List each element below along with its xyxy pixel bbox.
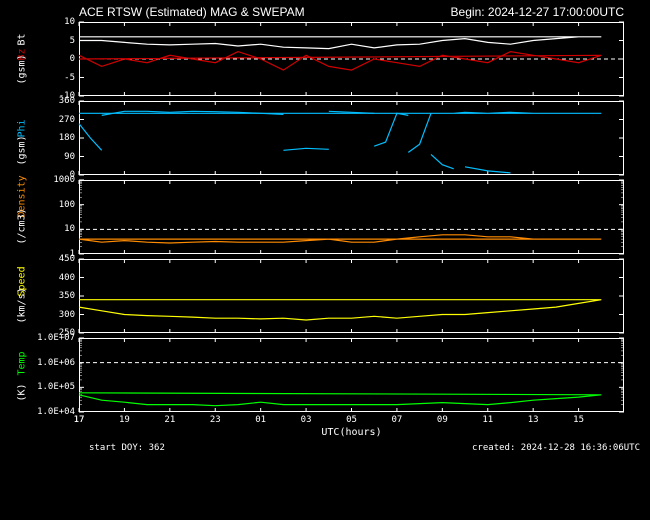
xtick: 13 <box>523 415 543 425</box>
ylabel-unit: (K) <box>17 383 28 403</box>
ylabel-unit: (gsm) <box>17 146 28 166</box>
xtick: 21 <box>160 415 180 425</box>
xtick: 19 <box>114 415 134 425</box>
xtick: 01 <box>251 415 271 425</box>
ytick: 90 <box>29 152 75 162</box>
ytick: 100 <box>29 200 75 210</box>
ytick: 360 <box>29 96 75 106</box>
xtick: 09 <box>432 415 452 425</box>
ytick: -5 <box>29 73 75 83</box>
ytick: 10 <box>29 224 75 234</box>
footer-right: created: 2024-12-28 16:36:06UTC <box>472 443 640 453</box>
xtick: 11 <box>478 415 498 425</box>
xlabel: UTC(hours) <box>79 427 624 438</box>
ytick: 1.0E+07 <box>29 333 75 343</box>
xtick: 15 <box>569 415 589 425</box>
ytick: 1.0E+05 <box>29 382 75 392</box>
footer-left: start DOY: 362 <box>89 443 165 453</box>
title-left: ACE RTSW (Estimated) MAG & SWEPAM <box>79 5 305 19</box>
xtick: 05 <box>342 415 362 425</box>
ytick: 270 <box>29 115 75 125</box>
ytick: 10 <box>29 17 75 27</box>
ytick: 5 <box>29 36 75 46</box>
ytick: 0 <box>29 54 75 64</box>
ylabel-temp: Temp <box>17 356 28 376</box>
title-right: Begin: 2024-12-27 17:00:00UTC <box>451 5 624 19</box>
ylabel-unit: (km/s) <box>17 304 28 324</box>
ytick: 300 <box>29 310 75 320</box>
ytick: 1000 <box>29 175 75 185</box>
ytick: 350 <box>29 291 75 301</box>
xtick: 07 <box>387 415 407 425</box>
ytick: 1.0E+06 <box>29 358 75 368</box>
xtick: 23 <box>205 415 225 425</box>
ylabel-unit: (gsm) <box>17 65 28 85</box>
ytick: 450 <box>29 254 75 264</box>
ylabel-unit: (/cm3) <box>17 225 28 245</box>
ytick: 180 <box>29 133 75 143</box>
ytick: 400 <box>29 273 75 283</box>
xtick: 03 <box>296 415 316 425</box>
xtick: 17 <box>69 415 89 425</box>
